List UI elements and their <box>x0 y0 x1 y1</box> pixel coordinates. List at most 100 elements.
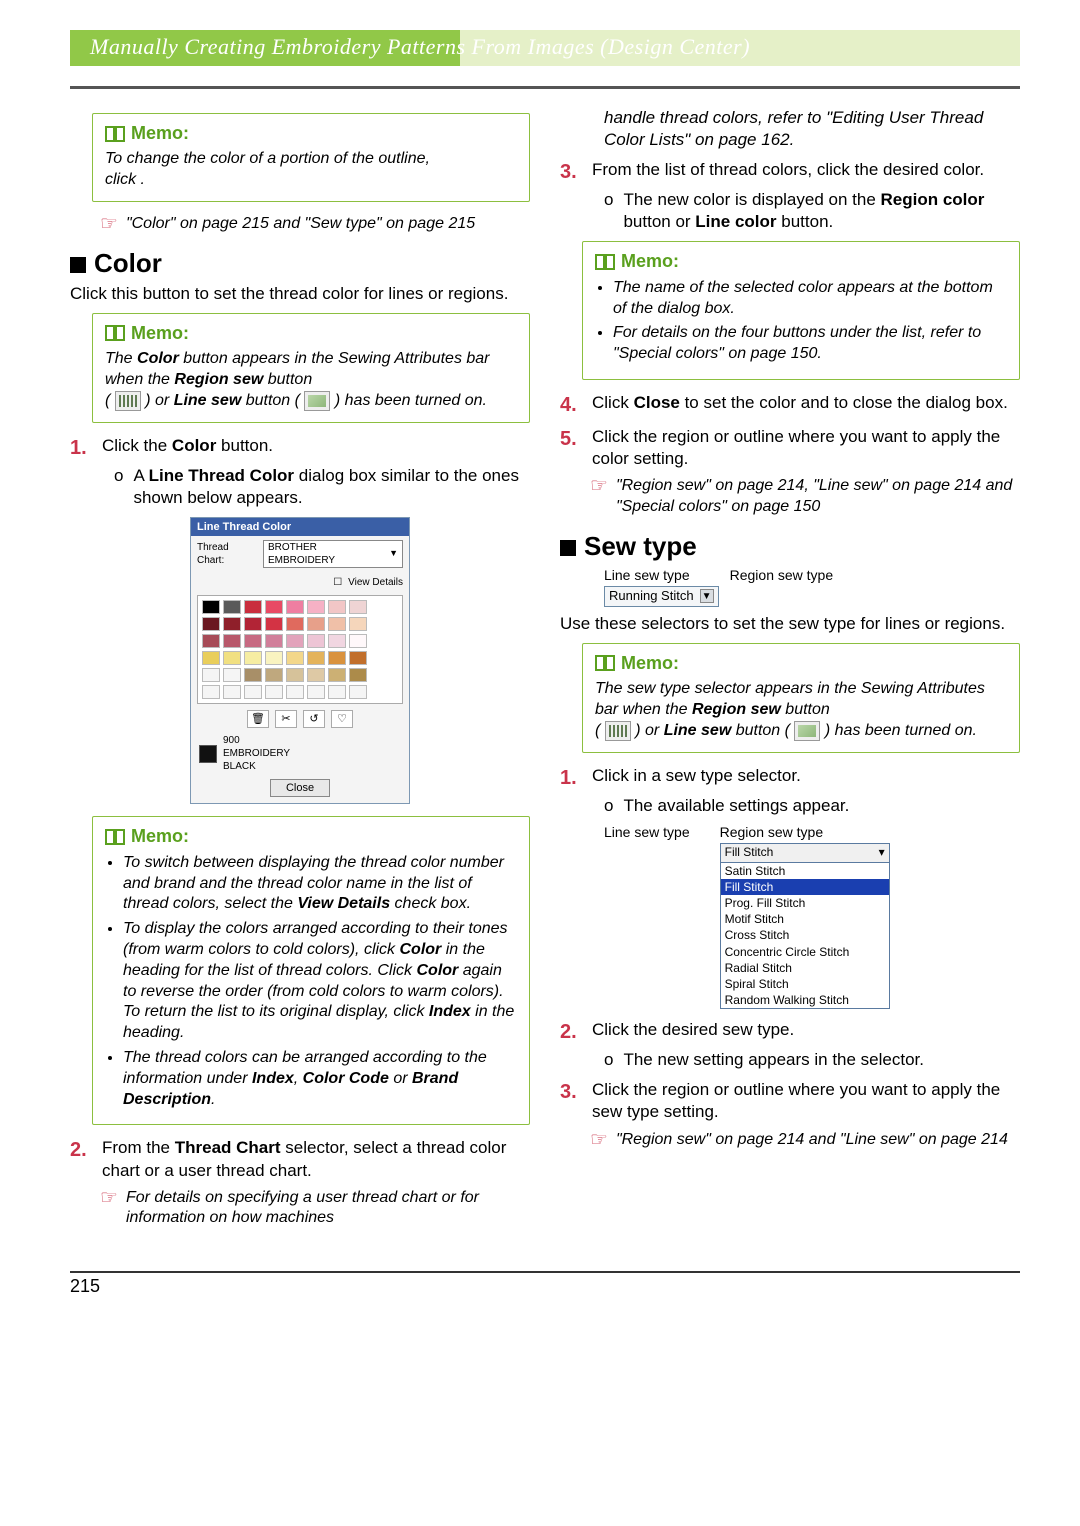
color-swatch[interactable] <box>202 617 220 631</box>
color-swatch[interactable] <box>223 617 241 631</box>
listbox-item[interactable]: Satin Stitch <box>721 863 889 879</box>
color-swatch[interactable] <box>307 600 325 614</box>
color-swatch[interactable] <box>244 617 262 631</box>
thread-chart-dropdown[interactable]: BROTHER EMBROIDERY ▼ <box>263 540 403 568</box>
color-swatch[interactable] <box>349 651 367 665</box>
step-number: 2. <box>70 1137 92 1181</box>
t: check box. <box>390 895 471 912</box>
sub-text: The new setting appears in the selector. <box>623 1049 924 1071</box>
listbox-item[interactable]: Random Walking Stitch <box>721 992 889 1008</box>
color-swatch[interactable] <box>328 600 346 614</box>
color-swatch[interactable] <box>244 634 262 648</box>
chapter-title: Manually Creating Embroidery Patterns Fr… <box>90 33 1000 62</box>
t: to set the color and to close the dialog… <box>680 393 1008 412</box>
color-swatch[interactable] <box>223 651 241 665</box>
book-icon <box>595 654 615 672</box>
color-swatch[interactable] <box>307 651 325 665</box>
color-swatch[interactable] <box>349 685 367 699</box>
color-swatch[interactable] <box>244 668 262 682</box>
tool-button[interactable]: 🗑 <box>247 710 269 728</box>
sub-step: o The new setting appears in the selecto… <box>604 1049 1020 1071</box>
listbox-item[interactable]: Prog. Fill Stitch <box>721 895 889 911</box>
color-swatch[interactable] <box>202 600 220 614</box>
tool-button[interactable]: ↺ <box>303 710 325 728</box>
color-swatch[interactable] <box>307 617 325 631</box>
color-swatch[interactable] <box>223 668 241 682</box>
color-swatch[interactable] <box>307 685 325 699</box>
color-swatch[interactable] <box>265 617 283 631</box>
color-swatch[interactable] <box>349 668 367 682</box>
listbox-item[interactable]: Cross Stitch <box>721 927 889 943</box>
listbox-item[interactable]: Spiral Stitch <box>721 976 889 992</box>
color-swatch[interactable] <box>244 685 262 699</box>
book-icon <box>595 253 615 271</box>
color-swatch[interactable] <box>202 685 220 699</box>
t: Index <box>252 1070 294 1087</box>
color-swatch[interactable] <box>265 600 283 614</box>
color-grid-inner <box>202 600 398 699</box>
tool-button[interactable]: ♡ <box>331 710 353 728</box>
t: Line sew <box>664 722 732 739</box>
view-details-checkbox[interactable]: ☐ <box>333 576 342 589</box>
color-swatch[interactable] <box>328 617 346 631</box>
color-swatch[interactable] <box>349 634 367 648</box>
color-swatch[interactable] <box>328 685 346 699</box>
region-sew-label: Region sew type <box>730 566 834 584</box>
color-swatch[interactable] <box>307 634 325 648</box>
listbox-item[interactable]: Concentric Circle Stitch <box>721 944 889 960</box>
color-swatch[interactable] <box>328 651 346 665</box>
memo-label: Memo: <box>621 250 679 273</box>
color-swatch[interactable] <box>223 685 241 699</box>
color-swatch[interactable] <box>244 651 262 665</box>
close-button[interactable]: Close <box>270 779 330 797</box>
color-swatch[interactable] <box>328 634 346 648</box>
color-swatch[interactable] <box>286 685 304 699</box>
color-swatch[interactable] <box>244 600 262 614</box>
sew-type-dropdown[interactable]: Running Stitch ▼ <box>604 586 719 607</box>
section-title: Color <box>94 247 162 281</box>
listbox-item[interactable]: Motif Stitch <box>721 911 889 927</box>
color-swatch[interactable] <box>265 685 283 699</box>
color-swatch[interactable] <box>265 651 283 665</box>
book-icon <box>105 324 125 342</box>
t: Line color <box>695 212 776 231</box>
t: View Details <box>297 895 390 912</box>
color-swatch[interactable] <box>286 651 304 665</box>
color-swatch[interactable] <box>349 617 367 631</box>
color-swatch[interactable] <box>223 634 241 648</box>
t: A <box>133 466 148 485</box>
pointing-hand-icon: ☞ <box>100 214 118 235</box>
tool-button[interactable]: ✂ <box>275 710 297 728</box>
step-text: Click the Color button. <box>102 435 273 461</box>
color-swatch[interactable] <box>223 600 241 614</box>
listbox-item[interactable]: Fill Stitch <box>721 879 889 895</box>
color-swatch[interactable] <box>286 600 304 614</box>
memo-box: Memo: The sew type selector appears in t… <box>582 643 1020 753</box>
t: Line Thread Color <box>149 466 294 485</box>
listbox-item[interactable]: Radial Stitch <box>721 960 889 976</box>
color-swatch[interactable] <box>349 600 367 614</box>
cross-reference: ☞ "Color" on page 215 and "Sew type" on … <box>100 214 530 235</box>
running-stitch-selector: Running Stitch ▼ <box>604 586 1020 607</box>
color-swatch[interactable] <box>265 668 283 682</box>
sew-type-listbox[interactable]: Fill Stitch ▾ Satin StitchFill StitchPro… <box>720 843 890 1009</box>
sew-step-3: 3. Click the region or outline where you… <box>560 1079 1020 1123</box>
color-swatch[interactable] <box>286 617 304 631</box>
color-swatch[interactable] <box>202 668 220 682</box>
memo-heading: Memo: <box>105 825 517 848</box>
t: BLACK <box>223 761 256 772</box>
color-swatch[interactable] <box>202 634 220 648</box>
t: button. <box>777 212 834 231</box>
color-swatch[interactable] <box>286 634 304 648</box>
t: ) or <box>635 722 663 739</box>
memo-heading: Memo: <box>595 652 1007 675</box>
color-swatch[interactable] <box>286 668 304 682</box>
memo-heading: Memo: <box>105 322 517 345</box>
color-swatch[interactable] <box>328 668 346 682</box>
memo-label: Memo: <box>621 652 679 675</box>
color-swatch[interactable] <box>202 651 220 665</box>
color-swatch[interactable] <box>307 668 325 682</box>
right-column: handle thread colors, refer to "Editing … <box>560 105 1020 1241</box>
thread-chart-label: Thread Chart: <box>197 541 257 567</box>
color-swatch[interactable] <box>265 634 283 648</box>
